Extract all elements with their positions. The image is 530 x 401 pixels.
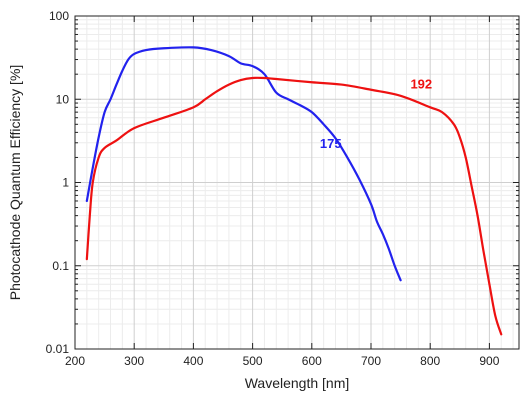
x-tick-label: 800 (420, 354, 440, 368)
x-tick-label: 900 (479, 354, 499, 368)
x-tick-label: 600 (302, 354, 322, 368)
y-tick-label: 100 (49, 9, 69, 23)
tick-marks (74, 15, 519, 350)
x-tick-label: 400 (183, 354, 203, 368)
series-label-175: 175 (320, 136, 342, 151)
x-tick-label: 300 (124, 354, 144, 368)
x-axis-title: Wavelength [nm] (245, 375, 350, 391)
x-tick-label: 200 (65, 354, 85, 368)
x-tick-label: 700 (361, 354, 381, 368)
series-label-192: 192 (410, 76, 432, 91)
series-175-line (85, 46, 402, 282)
y-tick-label: 1 (62, 176, 69, 190)
x-tick-label: 500 (243, 354, 263, 368)
series-192-line (85, 76, 503, 336)
y-axis-title: Photocathode Quantum Efficiency [%] (7, 65, 23, 301)
y-tick-label: 0.1 (52, 259, 69, 273)
y-tick-label: 0.01 (46, 342, 70, 356)
series-layer (85, 46, 503, 336)
y-tick-label: 10 (56, 92, 70, 106)
x-tick-labels: 200 300 400 500 600 700 800 900 (65, 354, 500, 368)
y-tick-labels: 0.01 0.1 1 10 100 (46, 9, 70, 356)
